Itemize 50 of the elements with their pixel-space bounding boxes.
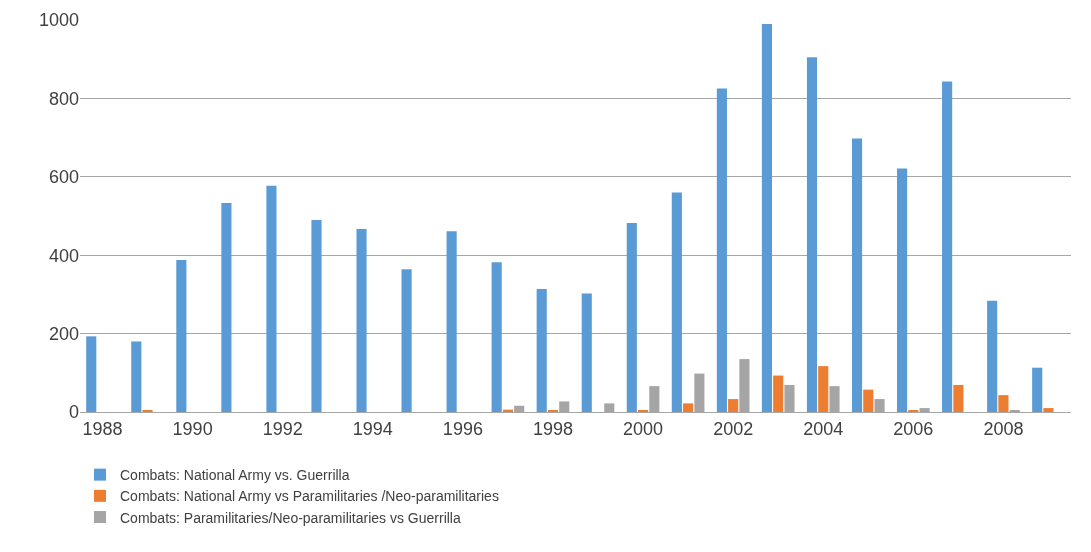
bar bbox=[1032, 367, 1043, 412]
y-tick-label: 0 bbox=[68, 402, 79, 423]
bar bbox=[266, 185, 277, 412]
bar bbox=[716, 88, 727, 412]
bar bbox=[998, 395, 1009, 412]
y-tick-label: 600 bbox=[48, 167, 79, 188]
bar bbox=[683, 403, 694, 412]
bar bbox=[987, 300, 998, 412]
x-tick-label: 1992 bbox=[262, 418, 303, 439]
bar bbox=[761, 23, 773, 412]
bar bbox=[446, 231, 457, 412]
bar bbox=[773, 375, 784, 412]
bar bbox=[311, 219, 322, 412]
x-tick-label: 1996 bbox=[442, 418, 483, 439]
x-tick-label: 2000 bbox=[623, 418, 664, 439]
legend-label: Combats: National Army vs. Guerrilla bbox=[120, 467, 350, 484]
bar bbox=[806, 57, 818, 412]
legend-label: Combats: National Army vs Paramilitaries /Neo-paramilitaries bbox=[120, 488, 499, 505]
bar bbox=[401, 269, 412, 412]
x-tick-label: 2008 bbox=[983, 418, 1024, 439]
bar bbox=[356, 228, 367, 412]
y-tick-label: 800 bbox=[48, 88, 79, 109]
bar bbox=[953, 384, 964, 412]
bar bbox=[626, 223, 637, 412]
x-tick-label: 1990 bbox=[172, 418, 213, 439]
bar bbox=[671, 192, 682, 412]
x-tick-label: 1988 bbox=[82, 418, 123, 439]
bar bbox=[176, 259, 187, 412]
bar bbox=[131, 341, 142, 412]
bar bbox=[86, 336, 97, 412]
bar bbox=[1043, 408, 1054, 412]
bar bbox=[221, 203, 232, 412]
x-tick-label: 2006 bbox=[893, 418, 934, 439]
bar bbox=[863, 389, 874, 412]
bar bbox=[728, 399, 739, 412]
bar bbox=[942, 81, 953, 412]
legend-label: Combats: Paramilitaries/Neo-paramilitaries vs Guerrilla bbox=[120, 509, 461, 526]
y-tick-label: 400 bbox=[48, 245, 79, 266]
bar bbox=[818, 366, 829, 412]
bar bbox=[581, 293, 592, 412]
bar bbox=[491, 262, 502, 412]
y-tick-label: 200 bbox=[48, 323, 79, 344]
x-tick-label: 1994 bbox=[352, 418, 393, 439]
x-tick-label: 2002 bbox=[713, 418, 754, 439]
y-tick-label: 1000 bbox=[38, 10, 79, 31]
bar bbox=[851, 138, 863, 412]
bar bbox=[536, 288, 547, 412]
bar bbox=[897, 168, 908, 412]
x-tick-label: 2004 bbox=[803, 418, 844, 439]
x-tick-label: 1998 bbox=[532, 418, 573, 439]
